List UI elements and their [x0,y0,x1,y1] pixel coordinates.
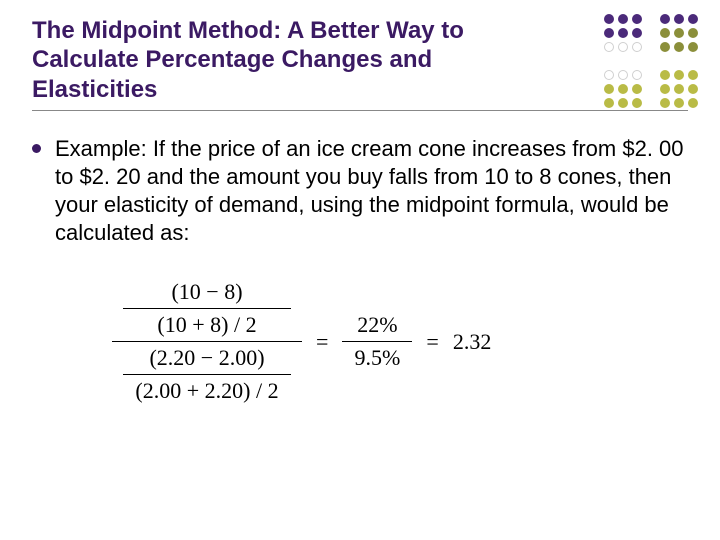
lhs-bot-den: (2.00 + 2.20) / 2 [135,378,278,404]
lhs-top-den: (10 + 8) / 2 [157,312,256,338]
decorative-dot-motif [604,14,698,108]
formula: (10 − 8) (10 + 8) / 2 (2.20 − 2.00) (2.0… [112,279,688,404]
fraction-bar [123,308,291,309]
fraction-bar [112,341,302,342]
bullet-icon [32,144,41,153]
lhs-top-fraction: (10 − 8) (10 + 8) / 2 [123,279,291,338]
lhs-top-num: (10 − 8) [171,279,242,305]
rhs-num: 22% [357,312,397,338]
body-row: Example: If the price of an ice cream co… [32,135,688,248]
slide-title: The Midpoint Method: A Better Way to Cal… [32,16,688,111]
equals-sign: = [316,329,328,355]
equals-sign: = [426,329,438,355]
lhs-bot-num: (2.20 − 2.00) [149,345,264,371]
lhs-fraction: (10 − 8) (10 + 8) / 2 (2.20 − 2.00) (2.0… [112,279,302,404]
fraction-bar [123,374,291,375]
lhs-bot-fraction: (2.20 − 2.00) (2.00 + 2.20) / 2 [123,345,291,404]
rhs-den: 9.5% [355,345,401,371]
result-value: 2.32 [453,329,492,355]
rhs-fraction: 22% 9.5% [342,312,412,371]
slide: The Midpoint Method: A Better Way to Cal… [0,0,720,540]
body-text: Example: If the price of an ice cream co… [55,135,688,248]
fraction-bar [342,341,412,342]
